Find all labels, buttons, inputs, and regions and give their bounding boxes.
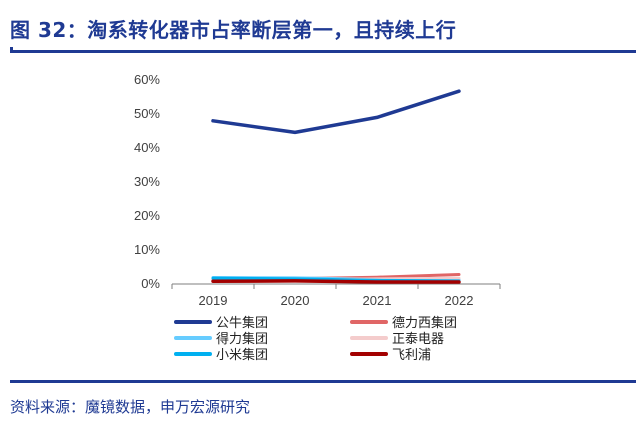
- series-line: [211, 279, 461, 284]
- y-tick-label: 0%: [141, 276, 160, 291]
- title-rule-notch: [10, 47, 13, 50]
- figure-title: 图 32：淘系转化器市占率断层第一，且持续上行: [10, 18, 457, 42]
- legend-label: 德力西集团: [392, 315, 457, 331]
- title-rule: [10, 50, 636, 53]
- legend-label: 飞利浦: [392, 348, 431, 363]
- y-tick-label: 60%: [134, 72, 160, 87]
- y-tick-label: 50%: [134, 106, 160, 121]
- legend-label: 正泰电器: [392, 332, 444, 347]
- legend-label: 得力集团: [216, 331, 268, 347]
- x-axis: 2019 2020 2021 2022: [171, 283, 501, 308]
- x-tick-label: 2019: [199, 293, 228, 308]
- y-tick-label: 40%: [134, 140, 160, 155]
- x-tick-label: 2020: [281, 293, 310, 308]
- series-lines: [211, 89, 461, 284]
- legend-label: 公牛集团: [216, 315, 268, 331]
- y-tick-label: 20%: [134, 208, 160, 223]
- legend-label: 小米集团: [216, 347, 268, 363]
- series-line: [211, 89, 461, 135]
- y-tick-label: 30%: [134, 174, 160, 189]
- y-tick-label: 10%: [134, 242, 160, 257]
- x-tick-label: 2021: [363, 293, 392, 308]
- x-tick-label: 2022: [445, 293, 474, 308]
- source-note: 资料来源：魔镜数据，申万宏源研究: [10, 398, 251, 416]
- y-axis-labels: 0% 10% 20% 30% 40% 50% 60%: [134, 72, 160, 291]
- footer-rule: [10, 380, 636, 383]
